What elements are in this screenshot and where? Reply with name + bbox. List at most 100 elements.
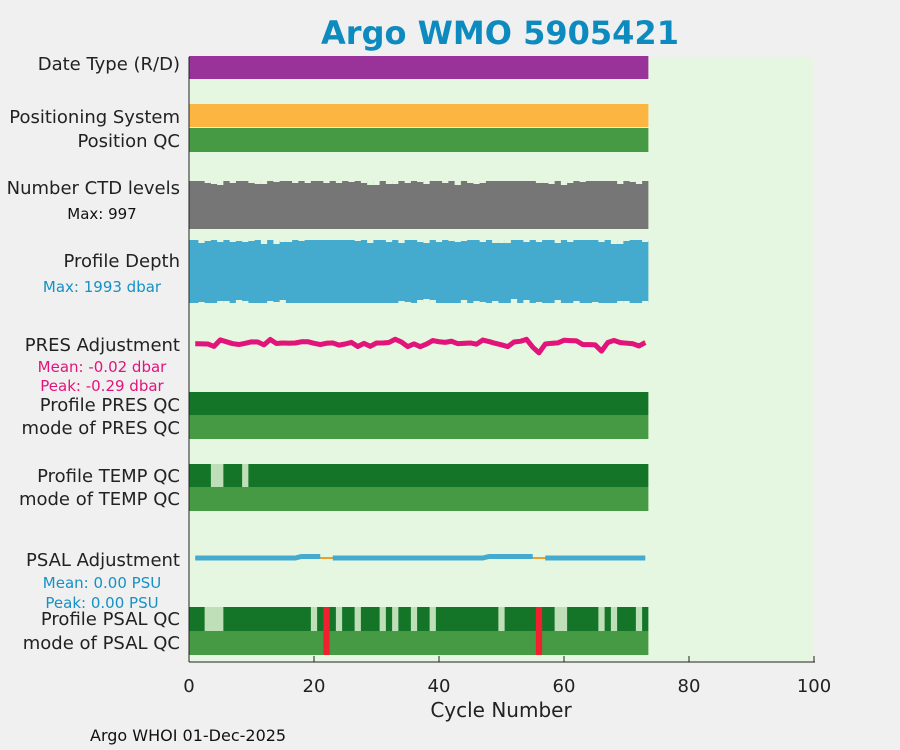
cycle-notch [273, 302, 280, 303]
cycle-notch [442, 181, 449, 183]
cycle-notch [348, 181, 355, 182]
cycle-notch [267, 301, 274, 303]
x-tick-label: 20 [303, 676, 326, 697]
qc-segment [242, 464, 249, 487]
cycle-notch [285, 240, 293, 242]
row-label: Profile Depth [63, 251, 180, 272]
cycle-notch [229, 181, 236, 183]
qc-segment [323, 607, 330, 631]
row-2: Position QC [77, 128, 649, 152]
row-label: Profile PRES QC [40, 395, 180, 416]
row-11: Profile PSAL QC [41, 607, 649, 631]
cycle-notch [248, 240, 255, 241]
cycle-notch [423, 181, 430, 184]
cycle-notch [273, 181, 280, 182]
x-axis-label: Cycle Number [430, 698, 572, 722]
cycle-notch [217, 240, 224, 242]
row-7: mode of PRES QC [22, 415, 649, 439]
cycle-notch [473, 301, 480, 303]
cycle-notch [448, 240, 455, 241]
row-1: Positioning System [9, 104, 649, 128]
chart-title: Argo WMO 5905421 [321, 14, 679, 52]
row-0: Date Type (R/D) [38, 54, 649, 79]
cycle-notch [567, 181, 574, 183]
cycle-notch [598, 240, 605, 242]
cycle-notch [385, 240, 393, 242]
x-tick-label: 0 [183, 676, 194, 697]
row-label: Profile TEMP QC [37, 466, 180, 487]
row-stat: Peak: 0.00 PSU [45, 594, 158, 612]
cycle-notch [454, 240, 461, 242]
cycle-notch [298, 240, 305, 241]
cycle-notch [210, 181, 218, 184]
cycle-notch [454, 181, 461, 185]
cycle-notch [198, 302, 205, 303]
cycle-notch [223, 301, 230, 303]
row-3: Number CTD levels Max: 997 [7, 178, 649, 229]
qc-segment [210, 464, 224, 487]
cycle-notch [523, 300, 530, 303]
row-bar [189, 240, 649, 303]
cycle-notch [554, 300, 561, 303]
cycle-notch [254, 181, 261, 184]
x-tick-label: 40 [428, 676, 451, 697]
cycle-notch [510, 299, 518, 303]
pres-adjustment-line [195, 336, 647, 356]
row-label: mode of PSAL QC [23, 633, 180, 654]
cycle-notch [323, 181, 330, 183]
row-bar [189, 631, 649, 655]
row-label: PRES Adjustment [25, 335, 180, 356]
qc-segment [379, 607, 386, 631]
cycle-notch [460, 240, 468, 241]
cycle-notch [235, 300, 243, 303]
cycle-notch [535, 181, 543, 183]
cycle-notch [398, 301, 405, 303]
cycle-notch [435, 240, 443, 242]
qc-segment [635, 607, 643, 631]
cycle-notch [279, 300, 286, 303]
rows-layer: Date Type (R/D) Positioning System Positio… [7, 54, 649, 655]
row-bar [189, 607, 649, 631]
cycle-notch [398, 240, 405, 243]
footer-credit: Argo WHOI 01-Dec-2025 [90, 726, 286, 745]
cycle-notch [417, 300, 424, 303]
cycle-notch [492, 301, 499, 303]
row-label: PSAL Adjustment [26, 550, 180, 571]
cycle-notch [498, 240, 505, 243]
cycle-notch [417, 240, 424, 242]
cycle-notch [304, 181, 311, 183]
cycle-notch [492, 240, 499, 243]
cycle-notch [592, 302, 599, 303]
cycle-notch [554, 240, 561, 243]
qc-segment [323, 631, 330, 655]
cycle-notch [642, 301, 649, 303]
cycle-notch [479, 302, 486, 303]
cycle-notch [417, 181, 424, 182]
qc-segment [498, 607, 505, 631]
row-12: mode of PSAL QC [23, 631, 649, 655]
cycle-notch [467, 181, 474, 183]
cycle-notch [229, 240, 236, 242]
cycle-notch [385, 181, 393, 184]
qc-segment [554, 607, 568, 631]
row-label: Profile PSAL QC [41, 609, 180, 630]
qc-segment [310, 607, 318, 631]
cycle-notch [504, 240, 511, 243]
cycle-notch [235, 240, 243, 241]
cycle-notch [392, 181, 399, 184]
psal-adjustment-line [195, 554, 321, 561]
cycle-notch [535, 240, 543, 242]
cycle-notch [242, 240, 249, 242]
qc-segment [410, 607, 418, 631]
x-axis: 0 20 40 60 80 100 [183, 57, 831, 697]
cycle-notch [217, 181, 224, 185]
row-10: PSAL Adjustment Mean: 0.00 PSU Peak: 0.00 … [26, 550, 646, 612]
row-label: mode of PRES QC [22, 418, 180, 439]
cycle-notch [260, 240, 268, 244]
cycle-notch [279, 240, 286, 242]
cycle-notch [579, 181, 586, 182]
cycle-notch [423, 240, 430, 243]
qc-segment [598, 607, 605, 631]
cycle-notch [217, 301, 224, 303]
